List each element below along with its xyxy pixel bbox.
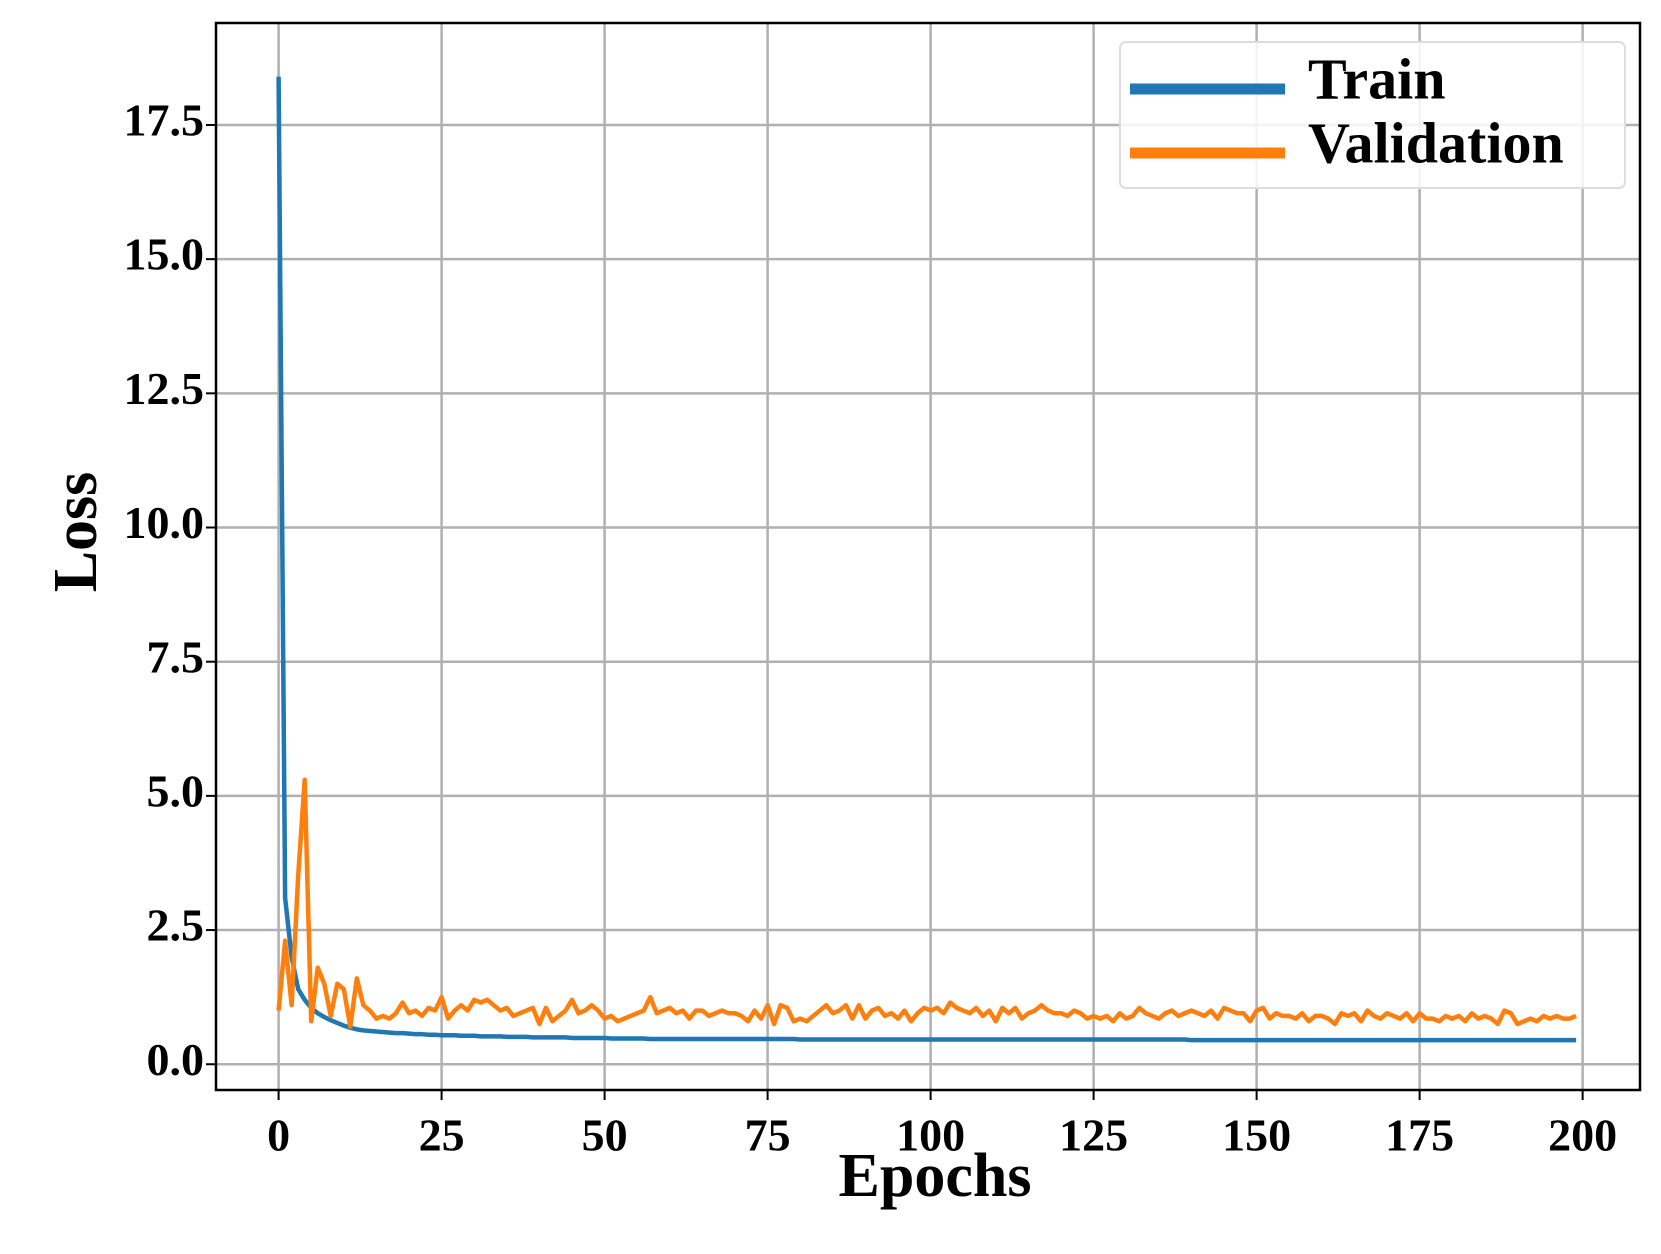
x-tick-label: 125: [1059, 1110, 1128, 1161]
x-tick-label: 75: [745, 1110, 791, 1161]
y-tick-label: 7.5: [147, 631, 205, 682]
y-tick-label: 2.5: [147, 900, 205, 951]
y-tick-label: 0.0: [147, 1034, 205, 1085]
x-tick-label: 100: [896, 1110, 965, 1161]
plot-frame: [214, 21, 1642, 1092]
y-tick-label: 15.0: [124, 229, 205, 280]
y-tick-label: 17.5: [124, 95, 205, 146]
x-axis-label: Epochs: [839, 1142, 1032, 1210]
y-axis-label: Loss: [42, 472, 110, 593]
x-tick-label: 25: [419, 1110, 465, 1161]
legend-label: Train: [1308, 46, 1446, 111]
legend-label: Validation: [1308, 110, 1564, 175]
x-tick-label: 200: [1548, 1110, 1617, 1161]
x-tick-label: 50: [582, 1110, 628, 1161]
x-tick-label: 175: [1385, 1110, 1454, 1161]
y-tick-label: 12.5: [124, 363, 205, 414]
y-tick-label: 5.0: [147, 765, 205, 816]
series-line: [276, 76, 1577, 1043]
x-tick-label: 0: [267, 1110, 290, 1161]
y-tick-label: 10.0: [124, 497, 205, 548]
x-tick-label: 150: [1222, 1110, 1291, 1161]
series-line: [276, 777, 1577, 1029]
